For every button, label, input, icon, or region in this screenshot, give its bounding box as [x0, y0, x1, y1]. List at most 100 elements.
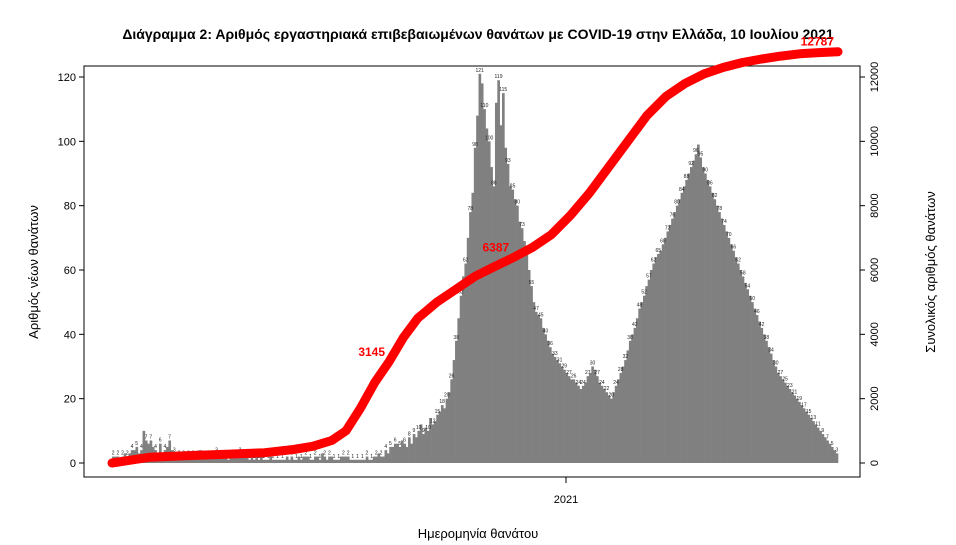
- bar-value-label: 27: [566, 370, 572, 376]
- bar-value-label: 78: [717, 206, 723, 212]
- y-left-tick-label: 20: [64, 394, 76, 406]
- bar-value-label: 31: [557, 357, 563, 363]
- bar: [574, 382, 578, 463]
- bar: [516, 205, 519, 463]
- bar: [549, 347, 552, 463]
- bar: [241, 456, 244, 463]
- bar-value-label: 38: [453, 335, 459, 341]
- bar-value-label: 7: [168, 434, 171, 440]
- bar-value-label: 47: [533, 306, 539, 312]
- bar: [462, 276, 465, 463]
- bar: [706, 179, 710, 463]
- bar: [144, 440, 148, 463]
- bar-value-label: 2: [323, 451, 326, 457]
- bar: [800, 405, 804, 463]
- bar: [642, 295, 646, 463]
- bar: [722, 224, 726, 463]
- bar: [645, 286, 648, 463]
- bar: [565, 372, 569, 463]
- bar: [443, 408, 446, 463]
- bar: [337, 459, 341, 463]
- bar-value-label: 66: [731, 245, 737, 251]
- bar: [581, 385, 585, 463]
- cumulative-annotation: 6387: [483, 241, 510, 255]
- bar: [393, 443, 397, 463]
- bar: [342, 456, 345, 463]
- bar: [351, 459, 355, 463]
- bar: [664, 237, 667, 463]
- bar-value-label: 1: [337, 454, 340, 460]
- bar-value-label: 2: [375, 451, 378, 457]
- bar-value-label: 11: [815, 422, 820, 428]
- y-left-tick-label: 0: [70, 458, 76, 470]
- bar: [245, 456, 249, 463]
- x-axis-label: Ημερομηνία θανάτου: [418, 526, 539, 541]
- bar: [729, 244, 733, 463]
- bar: [631, 334, 634, 463]
- bar: [621, 366, 625, 463]
- bar: [363, 459, 367, 463]
- y-right-tick-label: 4000: [869, 322, 881, 346]
- bar: [532, 302, 536, 463]
- bar: [791, 392, 794, 463]
- bar: [600, 385, 604, 463]
- bar: [671, 218, 674, 463]
- bar: [473, 147, 477, 463]
- bar: [779, 376, 782, 463]
- bar-value-label: 24: [599, 380, 605, 386]
- bar: [713, 199, 717, 463]
- bar: [485, 128, 489, 463]
- bar: [809, 417, 813, 463]
- bar: [459, 295, 463, 463]
- bar: [741, 276, 745, 463]
- bar-value-label: 22: [604, 386, 610, 392]
- bar: [224, 456, 228, 463]
- bar-value-label: 110: [480, 103, 488, 109]
- bar-value-label: 72: [665, 225, 671, 231]
- bar-value-label: 62: [651, 258, 657, 264]
- bar-value-label: 96: [693, 148, 699, 154]
- bar: [457, 318, 461, 463]
- bar: [330, 456, 334, 463]
- bar-value-label: 6: [159, 438, 162, 444]
- bar: [732, 250, 735, 463]
- cumulative-line: [107, 47, 843, 468]
- bar: [358, 459, 362, 463]
- bar: [546, 340, 550, 463]
- bar-value-label: 5: [135, 441, 138, 447]
- bar-value-label: 86: [707, 180, 713, 186]
- bar: [798, 401, 801, 463]
- bar: [288, 459, 291, 463]
- bar-value-label: 25: [782, 377, 788, 383]
- bar: [168, 440, 172, 463]
- bar: [483, 109, 486, 464]
- bar: [384, 450, 388, 463]
- bar-value-label: 26: [449, 373, 455, 379]
- bar: [262, 459, 266, 463]
- bar: [830, 446, 834, 463]
- bar: [509, 186, 512, 463]
- bar: [650, 270, 653, 463]
- bar: [149, 440, 153, 463]
- bar: [736, 263, 740, 463]
- bar: [478, 73, 482, 464]
- bar-value-label: 48: [637, 303, 643, 309]
- bar-value-label: 4: [154, 444, 157, 450]
- bar: [783, 382, 787, 463]
- bar-value-label: 1: [295, 454, 298, 460]
- bar: [591, 366, 594, 463]
- bar: [544, 334, 547, 463]
- bar-value-label: 1: [333, 454, 336, 460]
- bar-value-label: 20: [444, 393, 450, 399]
- bar: [405, 446, 409, 463]
- bar: [424, 427, 428, 463]
- bar: [652, 263, 656, 463]
- y-left-tick-label: 80: [64, 201, 76, 213]
- bar: [727, 237, 731, 463]
- bar: [520, 228, 524, 463]
- bar-value-label: 38: [627, 335, 633, 341]
- bar-value-label: 2: [314, 451, 317, 457]
- bar: [464, 263, 468, 463]
- bar: [680, 192, 684, 464]
- bar-value-label: 76: [670, 213, 676, 219]
